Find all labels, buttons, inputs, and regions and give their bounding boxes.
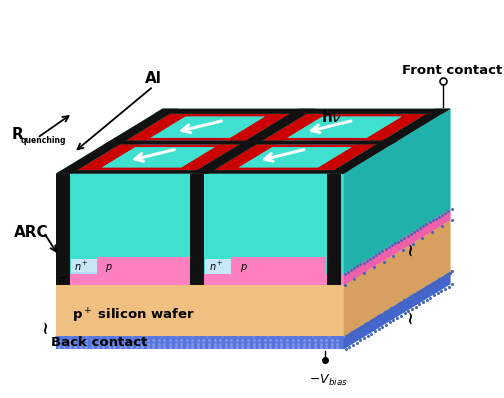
Polygon shape (56, 274, 344, 285)
Polygon shape (104, 140, 398, 144)
Polygon shape (239, 147, 351, 168)
Polygon shape (78, 168, 202, 170)
Text: h$\nu$: h$\nu$ (322, 109, 343, 125)
Polygon shape (287, 117, 402, 138)
Polygon shape (225, 114, 289, 140)
Text: p: p (240, 261, 246, 271)
Text: quenching: quenching (21, 136, 66, 145)
Bar (56, 174, 70, 274)
Text: p: p (105, 261, 111, 271)
Polygon shape (126, 138, 250, 140)
Bar (191, 272, 205, 285)
Polygon shape (252, 144, 376, 147)
Polygon shape (263, 138, 387, 140)
Text: n$^+$: n$^+$ (209, 260, 223, 273)
Polygon shape (102, 147, 215, 168)
Polygon shape (344, 220, 451, 336)
Text: ~: ~ (36, 320, 53, 334)
Polygon shape (205, 259, 231, 274)
Polygon shape (313, 144, 376, 170)
Text: Front contact: Front contact (402, 64, 502, 77)
Polygon shape (191, 109, 315, 174)
Polygon shape (56, 170, 350, 174)
Text: p$^+$ silicon wafer: p$^+$ silicon wafer (73, 307, 196, 325)
Bar (191, 174, 205, 274)
Polygon shape (344, 209, 451, 285)
Text: n$^+$: n$^+$ (74, 260, 89, 273)
Polygon shape (56, 109, 451, 174)
Polygon shape (328, 109, 451, 174)
Polygon shape (177, 144, 239, 170)
Polygon shape (56, 336, 344, 349)
Text: R: R (11, 127, 23, 142)
Polygon shape (56, 109, 178, 174)
Polygon shape (302, 114, 426, 117)
Polygon shape (56, 285, 344, 336)
Polygon shape (362, 114, 426, 140)
Polygon shape (231, 258, 326, 274)
Text: $-V_{bias}$: $-V_{bias}$ (309, 373, 348, 388)
Text: $\pi$: $\pi$ (57, 275, 67, 285)
Polygon shape (344, 109, 451, 274)
Polygon shape (263, 114, 327, 140)
Polygon shape (151, 117, 265, 138)
Polygon shape (78, 144, 140, 170)
Polygon shape (56, 209, 451, 274)
Bar (327, 272, 341, 285)
Polygon shape (126, 114, 190, 140)
Text: Back contact: Back contact (51, 336, 148, 349)
Text: ARC: ARC (14, 225, 48, 240)
Polygon shape (165, 114, 289, 117)
Polygon shape (214, 168, 338, 170)
Polygon shape (154, 109, 451, 114)
Polygon shape (71, 259, 97, 272)
Text: Al: Al (145, 72, 162, 86)
Text: ~: ~ (401, 309, 419, 324)
Polygon shape (97, 258, 190, 274)
Polygon shape (115, 144, 239, 147)
Polygon shape (344, 271, 451, 349)
Polygon shape (56, 220, 451, 285)
Polygon shape (56, 271, 451, 336)
Bar (56, 272, 70, 285)
Text: ~: ~ (401, 240, 419, 256)
Polygon shape (56, 174, 344, 274)
Polygon shape (71, 261, 136, 274)
Bar (327, 174, 341, 274)
Polygon shape (214, 144, 277, 170)
